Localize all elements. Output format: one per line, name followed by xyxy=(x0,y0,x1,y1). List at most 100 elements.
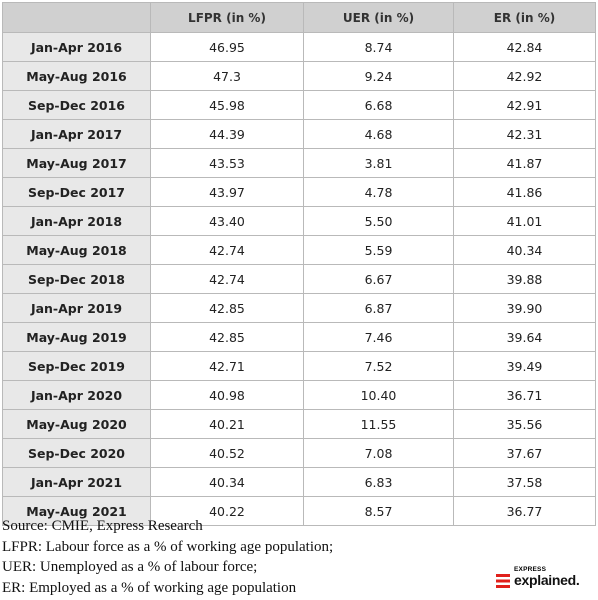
period-cell: May-Aug 2017 xyxy=(2,148,151,178)
table-row: Sep-Dec 2020 40.52 7.08 37.67 xyxy=(2,438,596,468)
uer-cell: 3.81 xyxy=(303,148,454,178)
lfpr-cell: 40.98 xyxy=(150,380,304,410)
period-cell: May-Aug 2020 xyxy=(2,409,151,439)
period-cell: Jan-Apr 2021 xyxy=(2,467,151,497)
uer-cell: 4.68 xyxy=(303,119,454,149)
lfpr-cell: 44.39 xyxy=(150,119,304,149)
table-row: Jan-Apr 2016 46.95 8.74 42.84 xyxy=(2,32,596,62)
period-cell: Sep-Dec 2016 xyxy=(2,90,151,120)
er-cell: 37.67 xyxy=(453,438,596,468)
express-explained-logo: EXPRESS explained. xyxy=(496,566,592,592)
table-row: Sep-Dec 2018 42.74 6.67 39.88 xyxy=(2,264,596,294)
period-cell: May-Aug 2021 xyxy=(2,496,151,526)
period-cell: Sep-Dec 2018 xyxy=(2,264,151,294)
lfpr-cell: 42.85 xyxy=(150,322,304,352)
table-row: Sep-Dec 2016 45.98 6.68 42.91 xyxy=(2,90,596,120)
table-row: May-Aug 2021 40.22 8.57 36.77 xyxy=(2,496,596,526)
period-cell: Jan-Apr 2016 xyxy=(2,32,151,62)
table-row: Jan-Apr 2019 42.85 6.87 39.90 xyxy=(2,293,596,323)
table-header-row: LFPR (in %) UER (in %) ER (in %) xyxy=(2,2,596,33)
lfpr-cell: 42.71 xyxy=(150,351,304,381)
lfpr-definition: LFPR: Labour force as a % of working age… xyxy=(2,538,334,555)
column-header-lfpr: LFPR (in %) xyxy=(150,2,304,33)
table-row: May-Aug 2016 47.3 9.24 42.92 xyxy=(2,61,596,91)
lfpr-cell: 40.34 xyxy=(150,467,304,497)
uer-cell: 6.68 xyxy=(303,90,454,120)
logo-mark-icon xyxy=(496,574,510,588)
lfpr-cell: 42.85 xyxy=(150,293,304,323)
uer-cell: 7.46 xyxy=(303,322,454,352)
table-row: May-Aug 2018 42.74 5.59 40.34 xyxy=(2,235,596,265)
table-row: Sep-Dec 2017 43.97 4.78 41.86 xyxy=(2,177,596,207)
data-table: LFPR (in %) UER (in %) ER (in %) Jan-Apr… xyxy=(2,2,596,526)
lfpr-cell: 43.97 xyxy=(150,177,304,207)
uer-cell: 6.87 xyxy=(303,293,454,323)
column-header-uer: UER (in %) xyxy=(303,2,454,33)
period-cell: Sep-Dec 2019 xyxy=(2,351,151,381)
source-note: Source: CMIE, Express Research xyxy=(2,518,203,534)
period-cell: May-Aug 2019 xyxy=(2,322,151,352)
er-cell: 39.49 xyxy=(453,351,596,381)
uer-definition: UER: Unemployed as a % of labour force; xyxy=(2,559,258,575)
uer-cell: 4.78 xyxy=(303,177,454,207)
table-body: Jan-Apr 2016 46.95 8.74 42.84 May-Aug 2016 47… xyxy=(2,32,596,526)
period-cell: May-Aug 2016 xyxy=(2,61,151,91)
er-cell: 42.84 xyxy=(453,32,596,62)
logo-small-text: EXPRESS xyxy=(514,566,547,573)
uer-cell: 9.24 xyxy=(303,61,454,91)
uer-cell: 5.50 xyxy=(303,206,454,236)
table-row: May-Aug 2017 43.53 3.81 41.87 xyxy=(2,148,596,178)
period-cell: Sep-Dec 2020 xyxy=(2,438,151,468)
period-cell: Jan-Apr 2017 xyxy=(2,119,151,149)
uer-cell: 6.83 xyxy=(303,467,454,497)
table-row: May-Aug 2019 42.85 7.46 39.64 xyxy=(2,322,596,352)
lfpr-cell: 40.52 xyxy=(150,438,304,468)
table-row: Jan-Apr 2018 43.40 5.50 41.01 xyxy=(2,206,596,236)
er-cell: 41.87 xyxy=(453,148,596,178)
period-cell: May-Aug 2018 xyxy=(2,235,151,265)
table-row: Sep-Dec 2019 42.71 7.52 39.49 xyxy=(2,351,596,381)
uer-cell: 5.59 xyxy=(303,235,454,265)
er-cell: 41.86 xyxy=(453,177,596,207)
footnotes: Source: CMIE, Express Research LFPR: Lab… xyxy=(2,516,333,598)
period-cell: Jan-Apr 2020 xyxy=(2,380,151,410)
er-definition: ER: Employed as a % of working age popul… xyxy=(2,579,297,596)
er-cell: 39.64 xyxy=(453,322,596,352)
uer-cell: 8.74 xyxy=(303,32,454,62)
period-cell: Sep-Dec 2017 xyxy=(2,177,151,207)
er-cell: 42.31 xyxy=(453,119,596,149)
table-row: Jan-Apr 2021 40.34 6.83 37.58 xyxy=(2,467,596,497)
lfpr-cell: 40.21 xyxy=(150,409,304,439)
er-cell: 40.34 xyxy=(453,235,596,265)
lfpr-cell: 40.22 xyxy=(150,496,304,526)
logo-big-text: explained. xyxy=(514,572,580,588)
table-row: May-Aug 2020 40.21 11.55 35.56 xyxy=(2,409,596,439)
uer-cell: 7.52 xyxy=(303,351,454,381)
er-cell: 36.71 xyxy=(453,380,596,410)
er-cell: 37.58 xyxy=(453,467,596,497)
period-cell: Jan-Apr 2019 xyxy=(2,293,151,323)
lfpr-cell: 46.95 xyxy=(150,32,304,62)
uer-cell: 6.67 xyxy=(303,264,454,294)
er-cell: 35.56 xyxy=(453,409,596,439)
er-cell: 39.88 xyxy=(453,264,596,294)
uer-cell: 7.08 xyxy=(303,438,454,468)
er-cell: 42.91 xyxy=(453,90,596,120)
er-cell: 36.77 xyxy=(453,496,596,526)
period-cell: Jan-Apr 2018 xyxy=(2,206,151,236)
column-header-er: ER (in %) xyxy=(453,2,596,33)
table-row: Jan-Apr 2020 40.98 10.40 36.71 xyxy=(2,380,596,410)
lfpr-cell: 45.98 xyxy=(150,90,304,120)
uer-cell: 10.40 xyxy=(303,380,454,410)
table-row: Jan-Apr 2017 44.39 4.68 42.31 xyxy=(2,119,596,149)
uer-cell: 11.55 xyxy=(303,409,454,439)
er-cell: 39.90 xyxy=(453,293,596,323)
lfpr-cell: 47.3 xyxy=(150,61,304,91)
lfpr-cell: 42.74 xyxy=(150,264,304,294)
column-header-period xyxy=(2,2,151,33)
er-cell: 41.01 xyxy=(453,206,596,236)
lfpr-cell: 43.40 xyxy=(150,206,304,236)
uer-cell: 8.57 xyxy=(303,496,454,526)
lfpr-cell: 43.53 xyxy=(150,148,304,178)
er-cell: 42.92 xyxy=(453,61,596,91)
